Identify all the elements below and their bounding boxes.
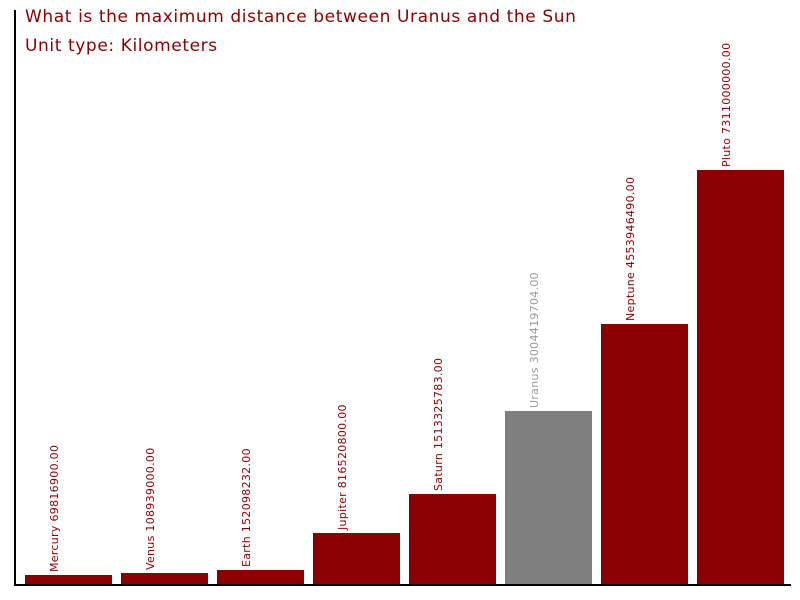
bar-earth [217, 570, 304, 584]
bar-label-venus: Venus 108939000.00 [144, 447, 157, 571]
bar-uranus [505, 411, 592, 584]
chart-title: What is the maximum distance between Ura… [25, 7, 577, 27]
bar-pluto [697, 170, 784, 584]
bar-label-uranus: Uranus 3004419704.00 [528, 272, 541, 408]
bar-mercury [25, 575, 112, 584]
bar-label-jupiter: Jupiter 816520800.00 [336, 404, 349, 530]
y-axis-spine [14, 10, 16, 586]
bar-label-earth: Earth 152098232.00 [240, 448, 253, 567]
x-axis-spine [14, 584, 791, 586]
bar-label-pluto: Pluto 7311000000.00 [720, 42, 733, 167]
bar-label-saturn: Saturn 1513325783.00 [432, 357, 445, 491]
bar-venus [121, 573, 208, 584]
bar-neptune [601, 324, 688, 584]
bar-label-mercury: Mercury 69816900.00 [48, 444, 61, 572]
bar-saturn [409, 494, 496, 584]
bar-jupiter [313, 533, 400, 584]
chart-subtitle: Unit type: Kilometers [25, 36, 218, 56]
bar-label-neptune: Neptune 4553946490.00 [624, 176, 637, 321]
